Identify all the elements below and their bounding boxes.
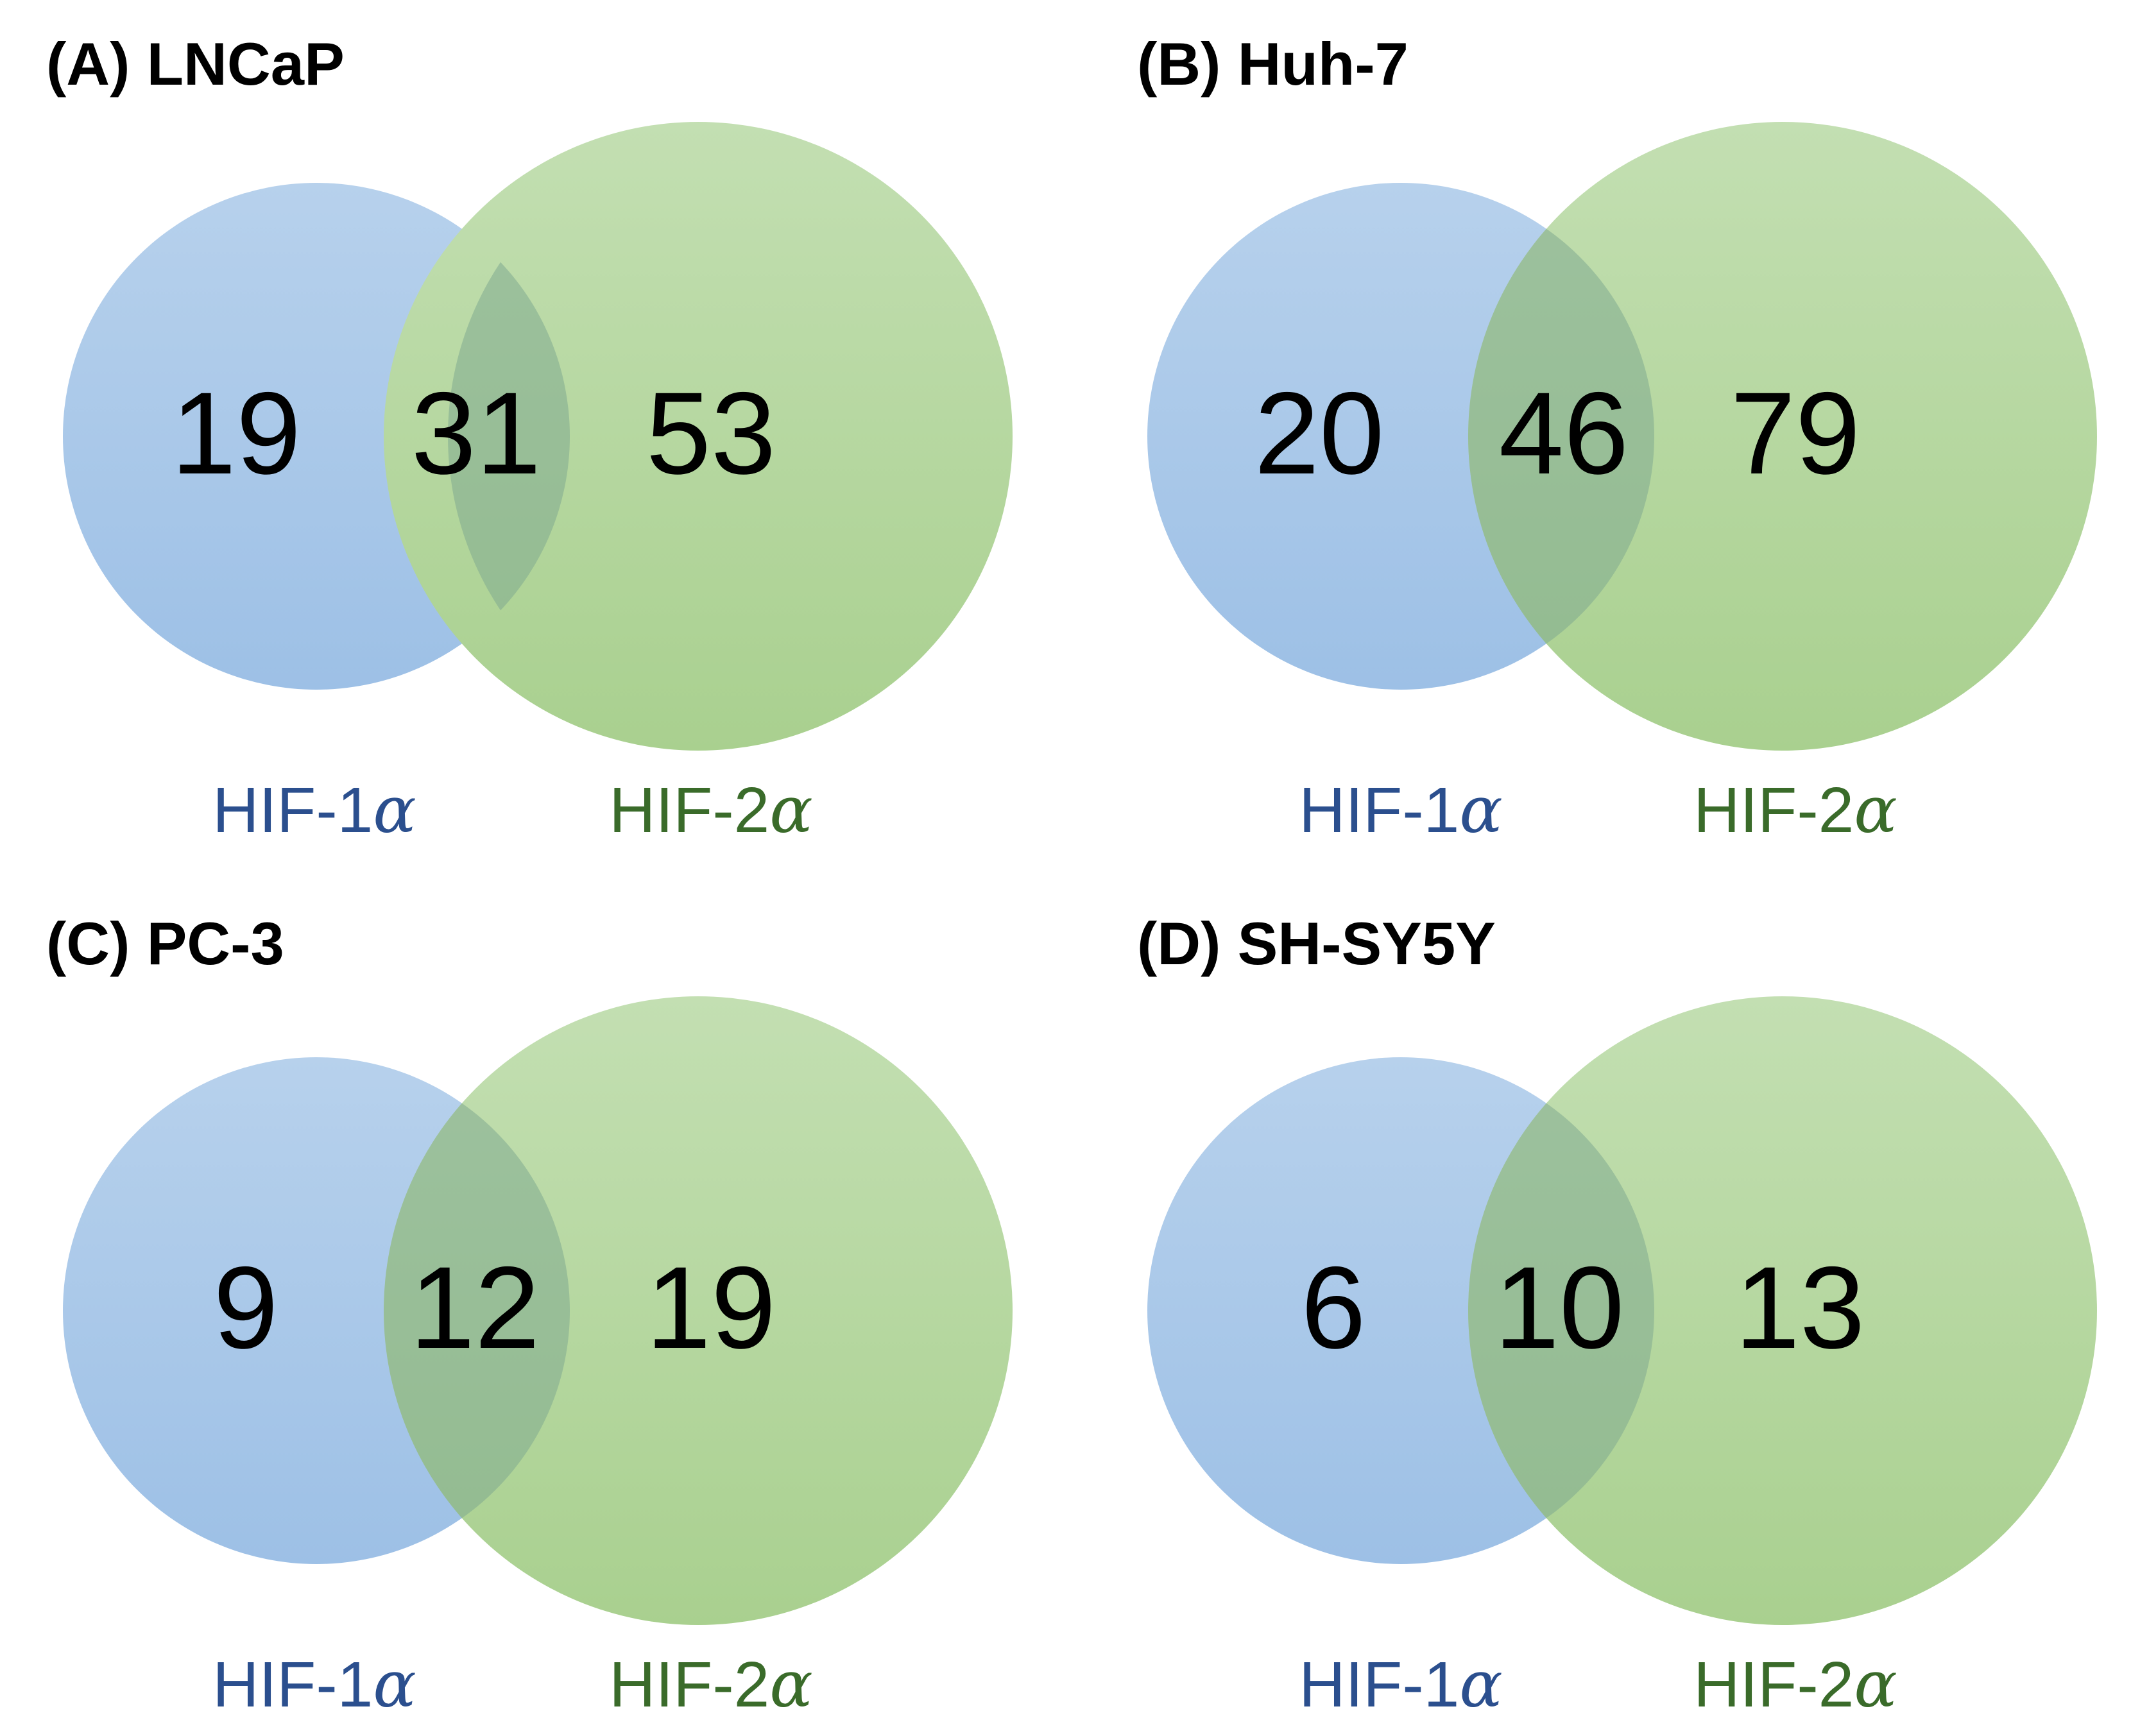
panel-title: (C) PC-3	[46, 910, 284, 977]
hif2a-set-circle	[1468, 122, 2097, 751]
hif2a-label: HIF-2α	[609, 1647, 813, 1722]
hif2a-only-count: 19	[646, 1242, 776, 1373]
hif1a-label: HIF-1α	[212, 772, 416, 847]
hif2a-label: HIF-2α	[609, 772, 813, 847]
panel-title: (A) LNCaP	[46, 30, 345, 98]
panel-title: (B) Huh-7	[1137, 30, 1408, 98]
hif2a-set-circle	[1468, 996, 2097, 1625]
shared-count: 12	[410, 1242, 540, 1373]
hif1a-only-count: 20	[1254, 368, 1384, 498]
hif2a-set-circle	[384, 122, 1013, 751]
hif1a-label: HIF-1α	[1299, 772, 1503, 847]
shared-count: 31	[411, 368, 541, 498]
hif2a-only-count: 13	[1735, 1242, 1865, 1373]
hif1a-label: HIF-1α	[212, 1647, 416, 1722]
venn-panel-huh7: (B) Huh-7 20 46 79 HIF-1α HIF-2α	[1137, 30, 2097, 847]
hif1a-label: HIF-1α	[1299, 1647, 1503, 1722]
hif2a-label: HIF-2α	[1693, 1647, 1897, 1722]
shared-count: 46	[1499, 368, 1629, 498]
hif2a-label: HIF-2α	[1693, 772, 1897, 847]
hif2a-only-count: 79	[1731, 368, 1860, 498]
hif2a-only-count: 53	[646, 368, 776, 498]
shared-count: 10	[1494, 1242, 1624, 1373]
hif1a-only-count: 9	[213, 1242, 278, 1373]
hif2a-set-circle	[384, 996, 1013, 1625]
hif1a-only-count: 19	[171, 368, 301, 498]
venn-panel-pc3: (C) PC-3 9 12 19 HIF-1α HIF-2α	[46, 910, 1013, 1722]
panel-title: (D) SH-SY5Y	[1137, 910, 1496, 977]
venn-panel-shsy5y: (D) SH-SY5Y 6 10 13 HIF-1α HIF-2α	[1137, 910, 2097, 1722]
hif1a-only-count: 6	[1301, 1242, 1365, 1373]
venn-panel-lncap: (A) LNCaP 19 31 53 HIF-1α HIF-2α	[46, 30, 1013, 847]
